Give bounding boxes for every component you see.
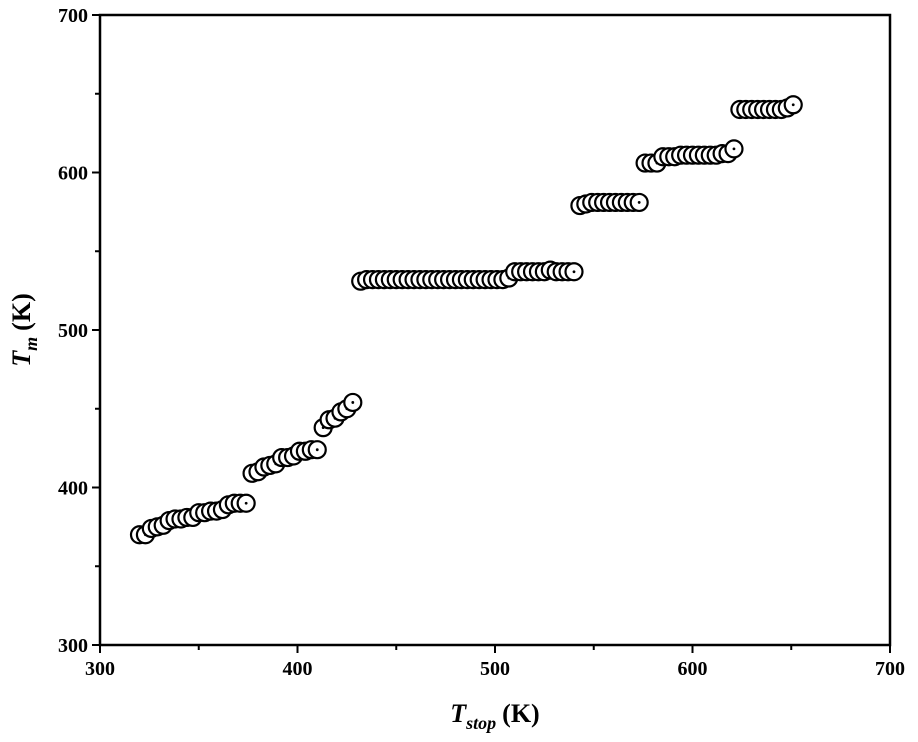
y-tick-label: 500 xyxy=(58,320,88,342)
x-tick-label: 300 xyxy=(85,658,115,680)
y-tick-label: 400 xyxy=(58,478,88,500)
data-point-center xyxy=(351,401,355,404)
data-point xyxy=(343,392,363,413)
data-point xyxy=(783,95,803,115)
y-tick-label: 700 xyxy=(58,5,88,27)
data-point xyxy=(236,493,256,513)
y-axis-title-main: T xyxy=(7,350,36,367)
data-point-center xyxy=(244,501,248,505)
data-point-center xyxy=(315,448,319,452)
x-tick-label: 600 xyxy=(678,658,708,680)
x-axis-title-unit: (K) xyxy=(502,699,540,728)
data-point-center xyxy=(732,147,736,151)
data-point xyxy=(629,192,649,213)
x-tick-label: 700 xyxy=(875,658,905,680)
data-point xyxy=(724,139,744,159)
data-point xyxy=(564,262,584,282)
data-points xyxy=(129,95,803,545)
data-point xyxy=(307,440,327,460)
x-axis-title-sub: stop xyxy=(465,713,496,733)
data-point-center xyxy=(572,270,576,274)
x-axis-title: Tstop (K) xyxy=(450,699,539,733)
x-tick-label: 500 xyxy=(480,658,510,680)
x-tick-label: 400 xyxy=(283,658,313,680)
axis-ticks xyxy=(92,14,891,653)
y-axis-title: Tm (K) xyxy=(7,293,41,366)
y-tick-label: 600 xyxy=(58,163,88,185)
y-tick-label: 300 xyxy=(58,635,88,657)
y-axis-title-unit: (K) xyxy=(7,293,36,331)
x-axis-title-main: T xyxy=(450,699,467,728)
data-point-center xyxy=(791,103,795,107)
data-point-center xyxy=(637,201,641,204)
y-axis-title-sub: m xyxy=(21,337,41,351)
tick-labels: 300 400 500 600 700 300 400 500 600 700 xyxy=(58,5,905,680)
